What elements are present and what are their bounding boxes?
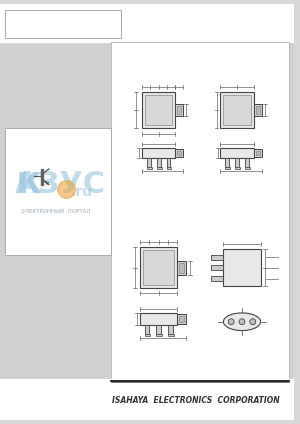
Bar xyxy=(254,149,262,157)
Bar xyxy=(145,335,150,336)
Bar xyxy=(111,42,289,380)
Bar xyxy=(157,167,162,169)
Ellipse shape xyxy=(250,319,256,325)
Ellipse shape xyxy=(228,319,234,325)
Ellipse shape xyxy=(224,313,261,331)
Bar xyxy=(224,95,251,125)
Ellipse shape xyxy=(239,319,245,325)
Bar xyxy=(235,158,239,167)
Bar xyxy=(177,151,181,155)
Bar xyxy=(147,167,152,169)
Bar xyxy=(211,265,224,270)
Bar xyxy=(41,169,43,184)
Bar xyxy=(147,158,151,167)
Bar xyxy=(235,167,240,169)
Text: АЗУС: АЗУС xyxy=(15,170,106,199)
Bar xyxy=(179,263,184,273)
Bar xyxy=(256,151,260,155)
Bar xyxy=(156,335,162,336)
Bar xyxy=(167,158,170,167)
Bar xyxy=(176,104,183,116)
Bar xyxy=(140,313,177,325)
Text: .ru: .ru xyxy=(70,185,92,199)
Text: ЭЛЕКТРОННЫЙ  ПОРТАЛ: ЭЛЕКТРОННЫЙ ПОРТАЛ xyxy=(21,209,91,214)
Bar xyxy=(220,92,254,128)
Bar xyxy=(145,325,149,335)
Bar xyxy=(225,167,230,169)
Bar xyxy=(167,167,172,169)
Bar xyxy=(245,167,250,169)
Bar xyxy=(0,4,294,42)
Bar xyxy=(176,149,183,157)
Bar xyxy=(142,148,176,158)
Bar xyxy=(245,158,249,167)
Bar xyxy=(5,128,111,255)
Bar xyxy=(5,10,121,38)
Bar xyxy=(157,158,161,167)
Bar xyxy=(177,106,181,114)
Bar xyxy=(0,379,294,420)
Text: ISAHAYA  ELECTRONICS  CORPORATION: ISAHAYA ELECTRONICS CORPORATION xyxy=(112,396,280,404)
Bar xyxy=(211,255,224,259)
Bar xyxy=(168,335,174,336)
Bar xyxy=(177,314,186,324)
Bar xyxy=(142,92,176,128)
Text: к: к xyxy=(16,163,43,201)
Bar xyxy=(145,95,172,125)
Bar xyxy=(224,249,261,287)
Bar xyxy=(220,148,254,158)
Bar xyxy=(143,250,174,285)
Bar xyxy=(179,316,184,322)
Bar xyxy=(211,276,224,281)
Bar xyxy=(168,325,173,335)
Bar xyxy=(256,106,260,114)
Bar xyxy=(140,247,177,288)
Bar xyxy=(156,325,161,335)
Bar xyxy=(225,158,229,167)
Bar xyxy=(254,104,262,116)
Bar xyxy=(177,261,186,275)
Ellipse shape xyxy=(58,181,75,198)
